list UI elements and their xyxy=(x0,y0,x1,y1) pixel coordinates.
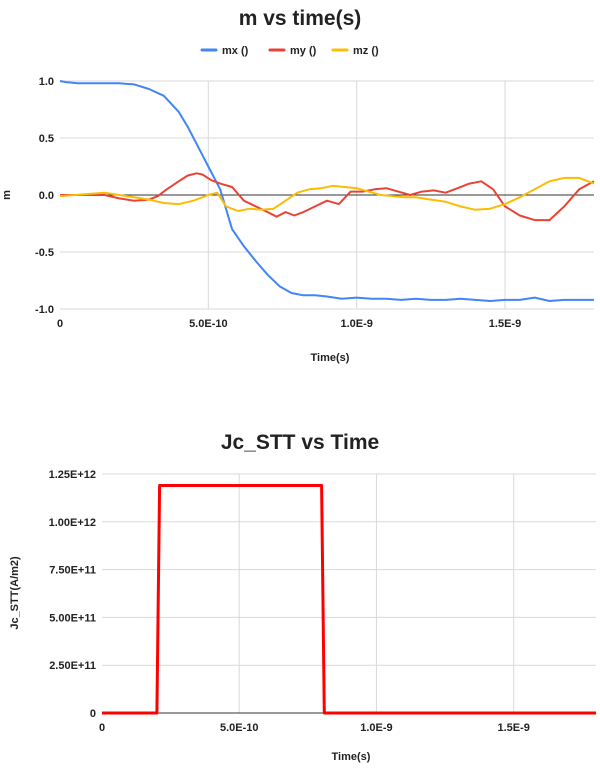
chart1-x-axis-label: Time(s) xyxy=(311,352,350,364)
legend-entry: my () xyxy=(290,45,317,57)
y-tick-label: 0.0 xyxy=(39,190,54,202)
y-tick-label: 0.5 xyxy=(39,133,54,145)
y-tick-label: 5.00E+11 xyxy=(49,612,96,624)
x-tick-label: 0 xyxy=(57,318,63,330)
y-tick-label: 0 xyxy=(90,708,96,720)
y-tick-label: 1.25E+12 xyxy=(49,469,96,481)
x-tick-label: 1.0E-9 xyxy=(360,722,392,734)
chart1-title: m vs time(s) xyxy=(238,7,362,30)
series-line-mx xyxy=(59,80,594,302)
y-tick-label: 1.0 xyxy=(39,76,54,88)
y-tick-label: 1.00E+12 xyxy=(49,517,96,529)
y-tick-label: 2.50E+11 xyxy=(49,660,96,672)
series-line-0 xyxy=(102,484,596,715)
chart2-x-axis-label: Time(s) xyxy=(332,751,371,763)
y-tick-label: -0.5 xyxy=(35,247,54,259)
chart1-y-axis-label: m xyxy=(1,190,13,200)
x-tick-label: 1.0E-9 xyxy=(340,318,372,330)
x-tick-label: 5.0E-10 xyxy=(189,318,228,330)
x-tick-label: 1.5E-9 xyxy=(489,318,521,330)
series-line-mz xyxy=(59,176,595,212)
x-tick-label: 5.0E-10 xyxy=(220,722,259,734)
y-tick-label: -1.0 xyxy=(35,304,54,316)
legend-entry: mz () xyxy=(353,45,379,57)
chart2-title: Jc_STT vs Time xyxy=(220,431,380,454)
x-tick-label: 1.5E-9 xyxy=(497,722,529,734)
chart2-y-axis-label: Jc_STT(A/m2) xyxy=(9,556,21,630)
y-tick-label: 7.50E+11 xyxy=(49,565,96,577)
legend-entry: mx () xyxy=(222,45,249,57)
x-tick-label: 0 xyxy=(99,722,105,734)
m-vs-time-chart: 0 5.0E-10 1.0E-9 1.5E-9 1.0 0.5 0.0 -0.5 -1.0 mx… xyxy=(1,45,595,364)
series-line-my xyxy=(60,172,595,222)
